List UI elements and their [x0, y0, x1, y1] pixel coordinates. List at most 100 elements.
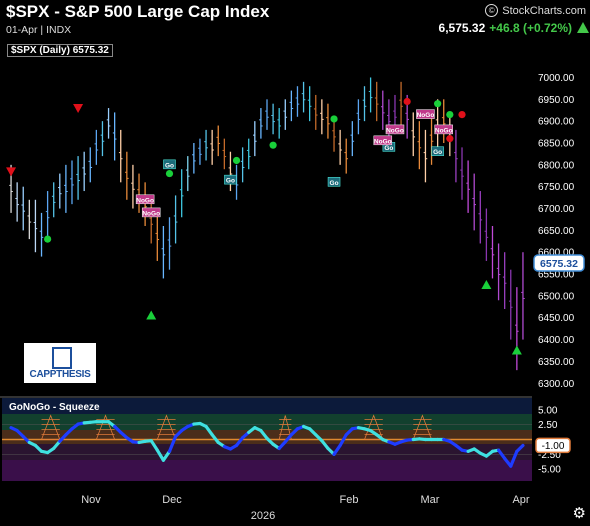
- chart-title: $SPX - S&P 500 Large Cap Index: [6, 2, 270, 21]
- oscillator-segment: [155, 448, 165, 462]
- nogo-marker-label: NoGo: [386, 127, 404, 134]
- price-axis-label: 6300.00: [538, 379, 575, 390]
- price-axis-label: 6450.00: [538, 313, 575, 324]
- go-marker-label: Go: [330, 180, 339, 187]
- nogo-marker: [141, 207, 161, 218]
- price-axis-label: 6850.00: [538, 139, 575, 150]
- indicator-label[interactable]: GoNoGo - Squeeze: [9, 402, 100, 413]
- squeeze-ladder: [364, 414, 384, 440]
- green-up-triangle: [511, 345, 522, 355]
- indicator-axis-label: 5.00: [538, 405, 558, 416]
- oscillator-segment: [332, 443, 342, 456]
- price-axis-label: 6550.00: [538, 270, 575, 281]
- squeeze-ladder: [41, 414, 61, 440]
- x-axis-label: Dec: [162, 494, 182, 506]
- series-legend[interactable]: $SPX (Daily) 6575.32: [7, 44, 113, 57]
- red-down-triangle: [6, 167, 17, 177]
- price-axis-label: 6800.00: [538, 160, 575, 171]
- indicator-band: [2, 414, 532, 430]
- price-axis-label: 6600.00: [538, 248, 575, 259]
- price-axis-label: 6650.00: [538, 226, 575, 237]
- squeeze-ladder: [278, 415, 292, 440]
- red-dot: [446, 135, 454, 143]
- red-dot: [458, 111, 466, 119]
- squeeze-ladder: [95, 414, 116, 440]
- indicator-band: [2, 444, 532, 460]
- green-dot: [232, 156, 241, 165]
- squeeze-ladder: [156, 414, 176, 440]
- oscillator-segment: [149, 439, 159, 452]
- nogo-marker-label: NoGo: [435, 127, 453, 134]
- up-arrow-icon: [577, 22, 589, 33]
- go-marker: [327, 177, 341, 187]
- oscillator-segment: [234, 436, 245, 448]
- logo-text: CAPPTHESIS: [29, 369, 91, 380]
- nogo-marker-label: NoGo: [417, 112, 435, 119]
- oscillator-segment: [515, 443, 525, 453]
- price-axis-label: 6900.00: [538, 117, 575, 128]
- oscillator-segment: [259, 429, 269, 440]
- go-marker-label: Go: [433, 149, 442, 156]
- green-dot: [165, 169, 174, 178]
- brand-label: StockCharts.com: [502, 4, 586, 17]
- indicator-axis-label: -5.00: [538, 465, 561, 476]
- go-marker: [431, 146, 444, 156]
- price-axis-label: 6350.00: [538, 357, 575, 368]
- go-marker-label: Go: [165, 162, 174, 169]
- capp-thesis-logo: CAPPTHESIS: [24, 343, 96, 383]
- green-dot: [446, 111, 454, 119]
- indicator-band: [2, 460, 532, 481]
- indicator-badge: [535, 437, 571, 454]
- green-up-triangle: [146, 310, 157, 320]
- price-axis-label: 6700.00: [538, 204, 575, 215]
- price-axis-label: 6750.00: [538, 182, 575, 193]
- green-up-triangle: [481, 279, 492, 289]
- indicator-band: [2, 398, 532, 414]
- indicator-axis-label: -2.50: [538, 450, 561, 461]
- nogo-marker: [135, 194, 155, 205]
- last-price: 6,575.32: [438, 21, 486, 35]
- chart-logo-icon: [52, 347, 72, 369]
- chart-subtitle: 01-Apr | INDX: [6, 24, 72, 36]
- price-axis-label: 6400.00: [538, 335, 575, 346]
- red-down-triangle: [73, 104, 84, 114]
- nogo-marker: [416, 109, 435, 119]
- go-marker-label: Go: [226, 178, 235, 185]
- price-change: +46.8 (+0.72%): [489, 21, 572, 35]
- oscillator-segment: [161, 449, 172, 462]
- x-axis-label: Nov: [81, 494, 101, 506]
- x-axis-label: Apr: [512, 494, 529, 506]
- oscillator-segment: [509, 449, 519, 468]
- price-quote: 6,575.32 +46.8 (+0.72%): [438, 21, 589, 35]
- x-axis-label: Mar: [421, 494, 440, 506]
- price-bars: [9, 77, 525, 371]
- oscillator-segment: [496, 448, 507, 461]
- squeeze-ladder: [412, 414, 432, 440]
- price-badge: [533, 254, 585, 272]
- green-dot: [434, 100, 442, 108]
- brand[interactable]: © StockCharts.com: [485, 4, 586, 17]
- nogo-marker: [385, 124, 405, 135]
- oscillator-segment: [204, 424, 214, 437]
- price-axis-label: 6950.00: [538, 95, 575, 106]
- oscillator-segment: [167, 434, 178, 453]
- go-marker: [224, 174, 237, 185]
- oscillator-segment: [210, 433, 220, 445]
- nogo-marker-label: NoGo: [142, 210, 160, 217]
- nogo-marker-label: NoGo: [374, 138, 392, 145]
- indicator-axis-label: 2.50: [538, 420, 558, 431]
- copyright-icon: ©: [485, 4, 499, 17]
- price-axis-label: 7000.00: [538, 73, 575, 84]
- indicator-badge-label: -1.00: [542, 441, 565, 452]
- price-badge-label: 6575.32: [540, 258, 578, 270]
- gear-icon[interactable]: ⚙: [572, 505, 586, 522]
- go-marker: [163, 159, 176, 170]
- nogo-marker-label: NoGo: [136, 197, 154, 204]
- go-marker-label: Go: [384, 145, 393, 152]
- nogo-marker: [434, 124, 453, 135]
- price-axis-label: 6500.00: [538, 291, 575, 302]
- red-dot: [403, 97, 411, 106]
- oscillator-segment: [338, 433, 348, 448]
- x-axis-label: 2026: [251, 510, 275, 522]
